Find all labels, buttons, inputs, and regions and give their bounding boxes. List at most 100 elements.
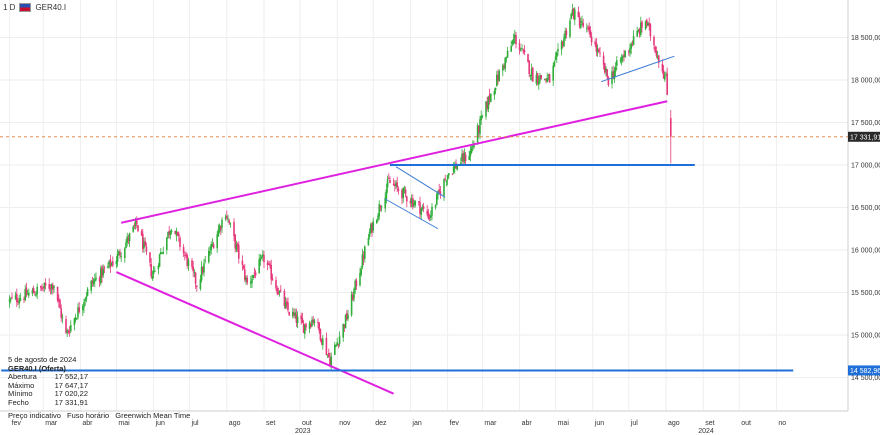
x-tick-label: mar — [484, 420, 497, 427]
candle-body — [380, 206, 383, 208]
candle-body — [439, 191, 442, 196]
candle-body — [295, 314, 298, 323]
candle-body — [605, 68, 607, 72]
timezone-value[interactable]: Greenwich Mean Time — [115, 411, 191, 420]
candle-body — [623, 54, 625, 57]
candle-body — [35, 293, 37, 296]
candle-body — [73, 318, 76, 326]
candle-body — [300, 315, 302, 320]
candle-body — [52, 285, 54, 290]
candle-body — [538, 81, 540, 85]
interval-label[interactable]: 1 D — [3, 3, 16, 12]
candle-body — [31, 289, 34, 294]
candle-body — [612, 71, 614, 78]
candle-body — [137, 225, 139, 232]
candle-body — [562, 41, 564, 46]
candle-body — [496, 74, 498, 87]
candle-body — [65, 319, 67, 333]
candle-body — [594, 41, 596, 45]
x-tick-label: dez — [375, 420, 387, 427]
candle-body — [145, 246, 148, 253]
candle-body — [280, 289, 282, 291]
candle-body — [461, 154, 463, 162]
candle-body — [167, 231, 169, 238]
candle-body — [162, 251, 164, 254]
x-tick-label: mai — [558, 420, 570, 427]
candle-body — [317, 321, 319, 323]
candle-body — [158, 254, 161, 267]
candle-body — [287, 302, 289, 311]
candle-body — [209, 251, 211, 253]
candle-body — [560, 41, 563, 50]
candle-body — [570, 13, 572, 19]
candle-body — [236, 243, 239, 247]
y-tick-label: 17 000,00 — [851, 163, 880, 170]
candle-body — [354, 280, 356, 290]
candle-body — [427, 212, 430, 219]
candle-body — [403, 188, 406, 190]
symbol-label[interactable]: GER40.I — [35, 3, 67, 12]
candle-body — [503, 66, 505, 68]
candle-body — [50, 284, 53, 289]
candle-body — [66, 330, 68, 333]
candle-body — [622, 56, 624, 58]
candle-body — [377, 215, 379, 220]
candle-body — [199, 279, 202, 289]
candle-body — [665, 74, 667, 76]
candle-body — [67, 330, 70, 332]
candle-body — [11, 296, 13, 298]
candle-body — [637, 30, 640, 32]
candle-body — [335, 344, 337, 347]
candle-body — [355, 280, 358, 287]
candle-body — [394, 184, 396, 186]
candle-body — [68, 331, 71, 333]
candle-body — [362, 255, 365, 260]
candle-body — [258, 259, 260, 274]
candle-body — [233, 221, 235, 236]
candle-body — [353, 289, 355, 299]
candle-body — [346, 313, 348, 320]
candle-body — [92, 280, 95, 284]
candle-body — [49, 288, 52, 290]
candle-body — [125, 242, 127, 248]
candle-body — [36, 286, 38, 294]
candle-body — [218, 225, 221, 232]
candle-body — [217, 229, 220, 237]
flag-channel-lower — [384, 198, 439, 230]
candle-body — [242, 265, 245, 269]
candle-body — [228, 220, 230, 224]
candle-body — [502, 65, 504, 71]
candle-body — [389, 179, 391, 183]
x-tick-label: jan — [411, 420, 421, 427]
candle-body — [8, 299, 11, 302]
candle-body — [32, 288, 35, 294]
y-tick-label: 14 500,00 — [851, 375, 880, 382]
candle-body — [577, 11, 580, 18]
candle-body — [636, 30, 638, 37]
candle-body — [251, 278, 253, 284]
candle-body — [656, 56, 659, 58]
candle-body — [419, 202, 421, 214]
candle-body — [211, 243, 214, 247]
ohlc-info-panel: 5 de agosto de 2024 GER40.I (Oferta) Abe… — [8, 355, 88, 408]
candle-body — [422, 206, 425, 209]
candle-body — [670, 118, 672, 137]
candle-body — [563, 37, 565, 47]
candle-body — [343, 324, 346, 328]
candle-body — [606, 69, 608, 78]
candle-body — [518, 42, 521, 51]
price-label-box — [848, 365, 880, 376]
x-tick-label: fev — [12, 420, 22, 427]
candle-body — [85, 296, 88, 300]
candle-body — [133, 224, 136, 227]
candle-body — [392, 183, 395, 185]
candle-body — [582, 23, 584, 27]
candle-body — [438, 189, 440, 192]
candle-body — [565, 30, 568, 36]
candle-body — [77, 307, 79, 318]
candle-body — [10, 298, 12, 300]
candle-body — [632, 36, 635, 46]
candle-body — [176, 232, 179, 235]
candle-body — [386, 179, 389, 188]
